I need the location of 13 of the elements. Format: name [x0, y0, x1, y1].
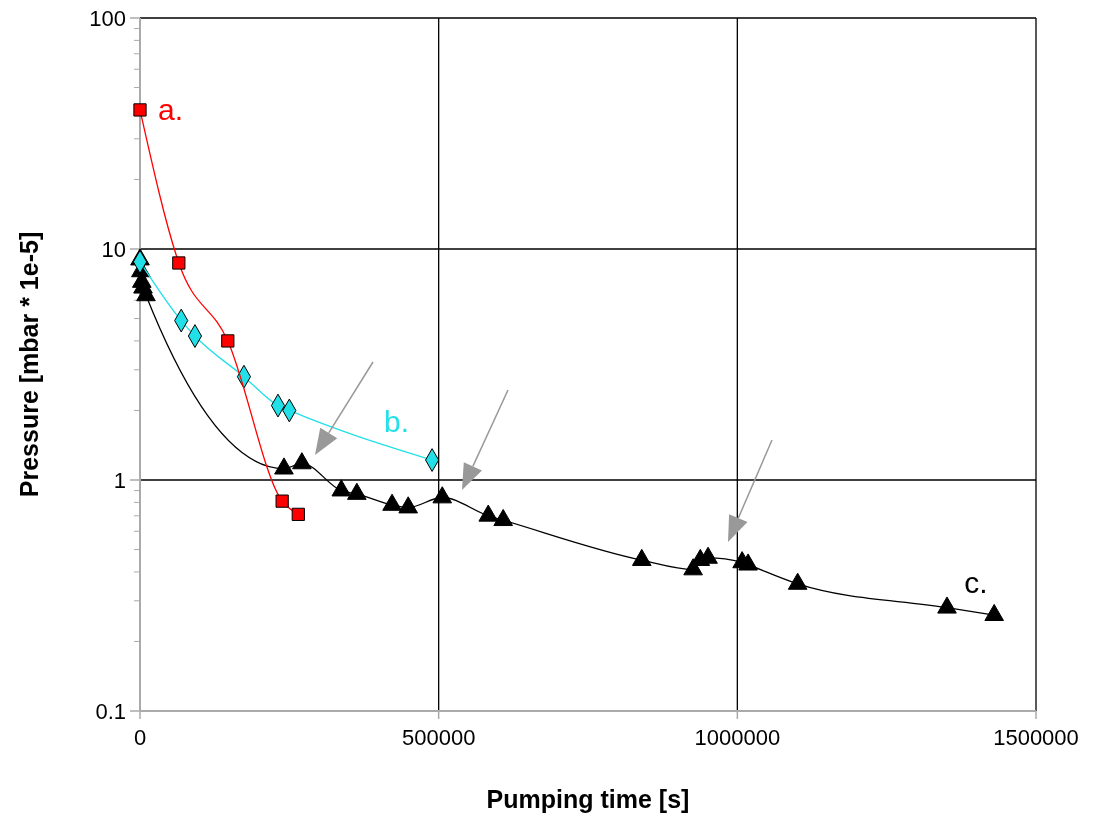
- x-tick-label: 1500000: [993, 725, 1079, 750]
- y-tick-label: 100: [89, 5, 126, 31]
- y-tick-label: 1: [113, 467, 126, 493]
- y-tick-label: 0.1: [95, 698, 126, 724]
- y-axis-title: Pressure [mbar * 1e-5]: [15, 231, 43, 498]
- x-tick-label: 1000000: [694, 725, 781, 750]
- x-axis-title: Pumping time [s]: [486, 785, 690, 813]
- series-label: c.: [964, 566, 988, 600]
- x-tick-label: 500000: [401, 725, 476, 750]
- series-label: b.: [384, 405, 410, 439]
- series-label: a.: [158, 92, 184, 126]
- x-tick-label: 0: [133, 725, 147, 750]
- y-tick-label: 10: [101, 236, 126, 262]
